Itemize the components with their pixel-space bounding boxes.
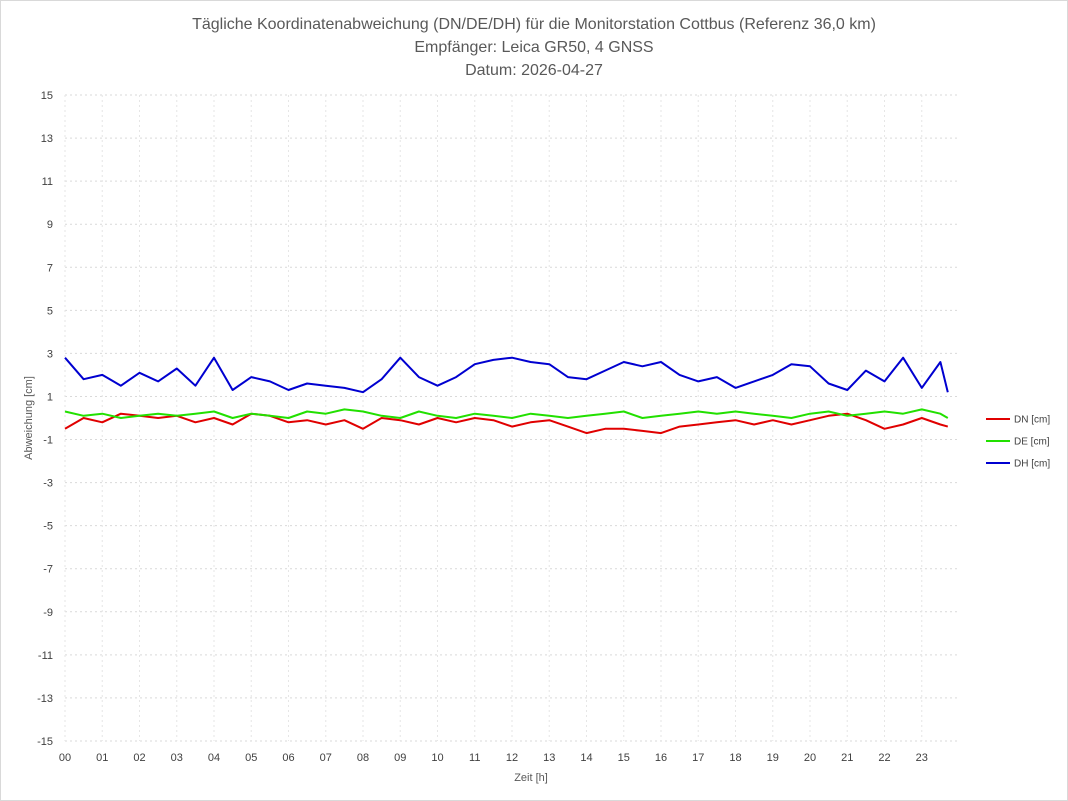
x-tick-label: 08 [357,752,369,764]
x-tick-label: 02 [133,752,145,764]
y-tick-label: 3 [47,348,53,360]
x-tick-label: 20 [804,752,816,764]
y-tick-label: 7 [47,262,53,274]
x-tick-label: 11 [469,752,480,764]
x-tick-label: 21 [841,752,853,764]
y-tick-label: 9 [47,219,53,231]
legend-label: DH [cm] [1014,459,1050,470]
y-tick-label: -15 [37,736,53,748]
y-tick-label: -9 [43,607,53,619]
x-tick-label: 10 [431,752,443,764]
y-tick-label: 11 [42,176,53,188]
y-tick-label: -11 [38,650,53,662]
y-tick-label: -5 [43,521,53,533]
x-tick-label: 13 [543,752,555,764]
x-tick-label: 09 [394,752,406,764]
chart-title-line-3: Datum: 2026-04-27 [465,62,603,79]
x-tick-label: 18 [729,752,741,764]
y-tick-label: 15 [41,90,53,102]
x-tick-label: 07 [320,752,332,764]
series-line-1 [64,408,949,419]
x-tick-label: 03 [171,752,183,764]
y-axis-ticks: 15 13 11 9 7 5 3 1 -1 -3 -5 -7 -9 -11 -13 -15 [37,90,53,748]
x-tick-label: 19 [767,752,779,764]
y-tick-label: 5 [47,305,53,317]
gridlines [64,94,959,742]
x-tick-label: 17 [692,752,704,764]
series-line-2 [64,356,949,394]
y-tick-label: 1 [47,391,53,403]
y-tick-label: -1 [43,435,53,447]
series-lines [64,356,949,435]
x-tick-label: 05 [245,752,257,764]
legend-label: DN [cm] [1014,415,1050,426]
series-line-0 [64,412,949,435]
x-axis-ticks: 00 01 02 03 04 05 06 07 08 09 10 11 12 13 14 15 16 17 18 19… [59,752,928,764]
x-tick-label: 12 [506,752,518,764]
y-axis-title: Abweichung [cm] [23,376,35,460]
x-tick-label: 01 [96,752,108,764]
y-tick-label: 13 [41,133,53,145]
y-tick-label: -7 [43,564,53,576]
chart-title-line-2: Empfänger: Leica GR50, 4 GNSS [414,39,653,56]
x-tick-label: 04 [208,752,220,764]
chart-title: Tägliche Koordinatenabweichung (DN/DE/DH… [192,16,876,79]
x-tick-label: 00 [59,752,71,764]
x-tick-label: 06 [282,752,294,764]
x-tick-label: 22 [878,752,890,764]
x-tick-label: 16 [655,752,667,764]
x-tick-label: 23 [916,752,928,764]
x-tick-label: 15 [618,752,630,764]
x-tick-label: 14 [580,752,592,764]
x-axis-title: Zeit [h] [514,772,548,784]
legend: DN [cm] DE [cm] DH [cm] [986,415,1050,470]
chart-title-line-1: Tägliche Koordinatenabweichung (DN/DE/DH… [192,16,876,33]
legend-label: DE [cm] [1014,437,1050,448]
y-tick-label: -3 [43,478,53,490]
y-tick-label: -13 [37,693,53,705]
